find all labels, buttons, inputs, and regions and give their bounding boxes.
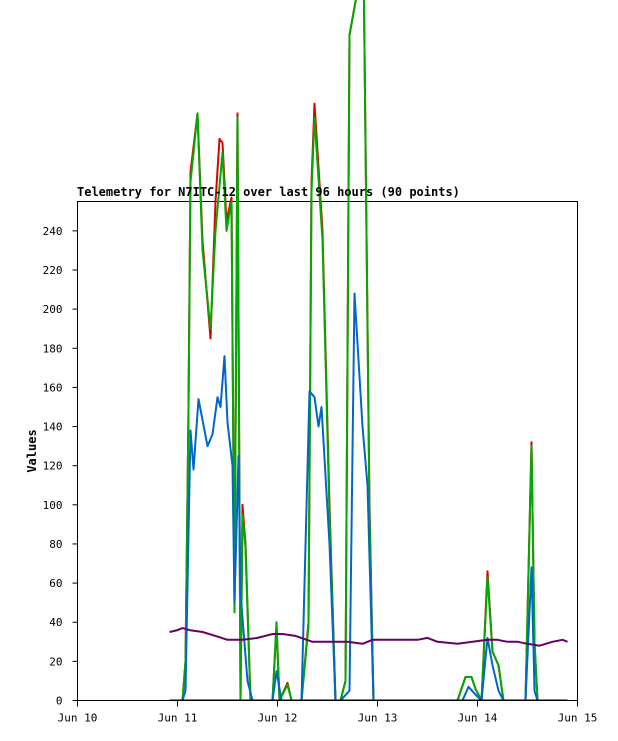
- series-line-2: [169, 0, 543, 701]
- x-axis: Jun 10 Jun 11 Jun 12 Jun 13 Jun 14 Jun 15: [58, 700, 598, 725]
- y-tick-label: 180: [43, 342, 63, 355]
- y-tick-label: 240: [43, 225, 63, 238]
- series-lines: [169, 0, 568, 701]
- y-tick-label: 0: [56, 695, 63, 708]
- y-tick-label: 220: [43, 264, 63, 277]
- x-tick-label: Jun 11: [158, 712, 198, 725]
- y-tick-label: 120: [43, 460, 63, 473]
- y-tick-label: 160: [43, 381, 63, 394]
- y-tick-label: 60: [49, 577, 62, 590]
- series-line-4: [169, 627, 568, 647]
- y-tick-label: 200: [43, 303, 63, 316]
- x-tick-label: Jun 10: [58, 712, 98, 725]
- x-tick-label: Jun 15: [558, 712, 598, 725]
- y-tick-label: 100: [43, 499, 63, 512]
- chart-title: Telemetry for N7ITC-12 over last 96 hour…: [77, 185, 460, 199]
- x-tick-label: Jun 13: [358, 712, 398, 725]
- y-axis: 0 20 40 60 80 100 120 140 160 180 200 220 240: [43, 225, 78, 708]
- x-tick-label: Jun 14: [458, 712, 498, 725]
- series-line-3: [169, 292, 543, 701]
- y-tick-label: 80: [49, 538, 62, 551]
- y-tick-label: 40: [49, 616, 62, 629]
- x-tick-label: Jun 12: [258, 712, 298, 725]
- y-tick-label: 140: [43, 421, 63, 434]
- y-axis-label: Values: [25, 429, 39, 472]
- y-tick-label: 20: [49, 655, 62, 668]
